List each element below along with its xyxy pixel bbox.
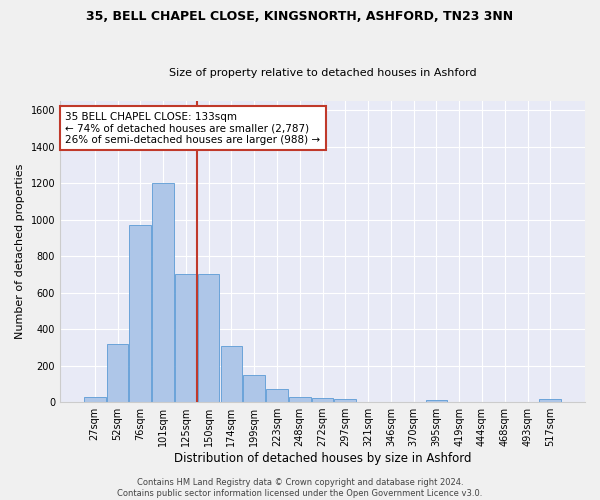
- X-axis label: Distribution of detached houses by size in Ashford: Distribution of detached houses by size …: [174, 452, 471, 465]
- Text: 35, BELL CHAPEL CLOSE, KINGSNORTH, ASHFORD, TN23 3NN: 35, BELL CHAPEL CLOSE, KINGSNORTH, ASHFO…: [86, 10, 514, 23]
- Bar: [289, 396, 311, 402]
- Bar: [312, 398, 334, 402]
- Bar: [130, 225, 151, 402]
- Bar: [221, 346, 242, 402]
- Text: 35 BELL CHAPEL CLOSE: 133sqm
← 74% of detached houses are smaller (2,787)
26% of: 35 BELL CHAPEL CLOSE: 133sqm ← 74% of de…: [65, 112, 320, 144]
- Bar: [539, 400, 561, 402]
- Bar: [198, 274, 220, 402]
- Title: Size of property relative to detached houses in Ashford: Size of property relative to detached ho…: [169, 68, 476, 78]
- Y-axis label: Number of detached properties: Number of detached properties: [15, 164, 25, 339]
- Bar: [425, 400, 447, 402]
- Text: Contains HM Land Registry data © Crown copyright and database right 2024.
Contai: Contains HM Land Registry data © Crown c…: [118, 478, 482, 498]
- Bar: [266, 390, 288, 402]
- Bar: [107, 344, 128, 402]
- Bar: [152, 183, 174, 402]
- Bar: [175, 274, 197, 402]
- Bar: [84, 396, 106, 402]
- Bar: [244, 374, 265, 402]
- Bar: [334, 400, 356, 402]
